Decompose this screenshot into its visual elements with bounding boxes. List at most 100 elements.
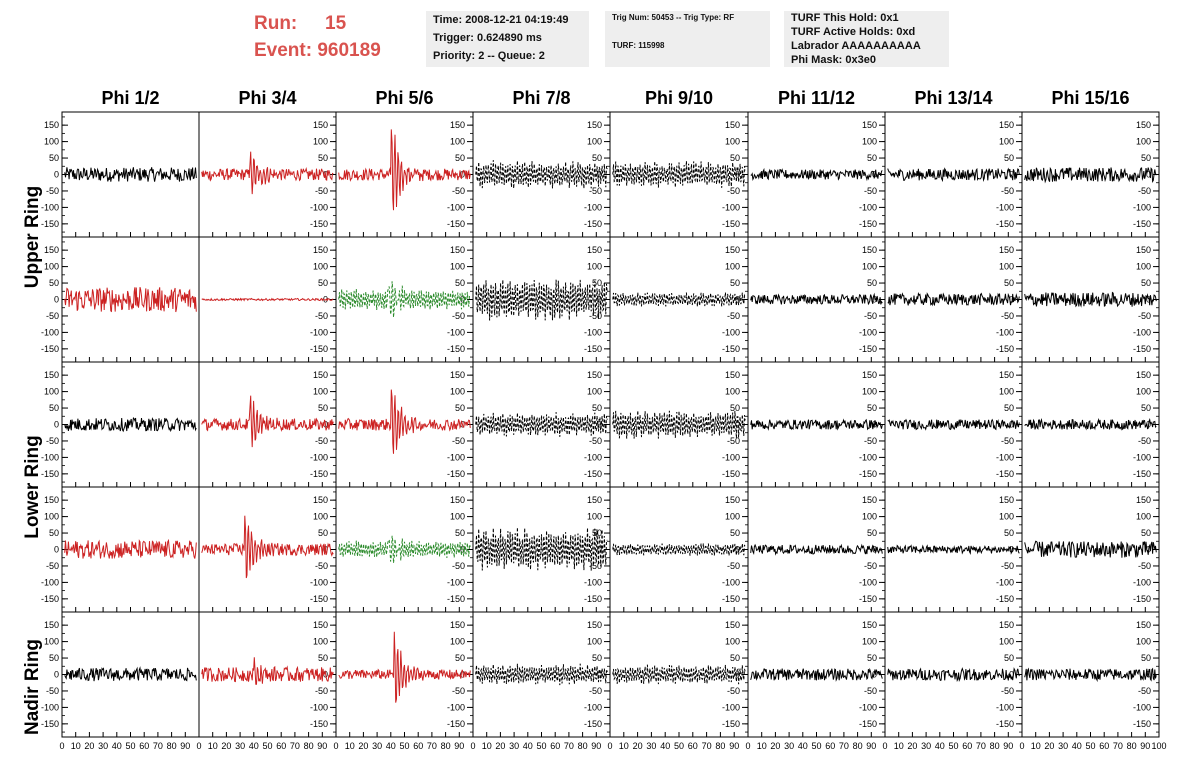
column-title: Phi 13/14 xyxy=(914,88,992,108)
waveform-trace xyxy=(1024,291,1157,308)
y-tick-label: -100 xyxy=(447,452,465,462)
waveform-trace xyxy=(64,538,197,560)
waveform-trace xyxy=(1024,166,1157,184)
y-tick-label: 100 xyxy=(450,387,465,397)
x-tick-label: 90 xyxy=(1140,741,1150,751)
y-tick-label: 100 xyxy=(44,262,59,272)
column-title: Phi 9/10 xyxy=(645,88,713,108)
y-tick-label: -150 xyxy=(584,344,602,354)
x-tick-label: 40 xyxy=(935,741,945,751)
y-tick-label: 150 xyxy=(587,495,602,505)
y-tick-label: 150 xyxy=(1136,495,1151,505)
y-tick-label: -50 xyxy=(589,436,602,446)
y-tick-label: -100 xyxy=(41,327,59,337)
run-label: Run: xyxy=(254,13,298,34)
y-tick-label: -100 xyxy=(310,577,328,587)
y-tick-label: -50 xyxy=(452,561,465,571)
y-tick-label: -150 xyxy=(996,594,1014,604)
x-tick-label: 40 xyxy=(112,741,122,751)
y-tick-label: -50 xyxy=(589,561,602,571)
y-tick-label: 0 xyxy=(1146,170,1151,180)
x-tick-label: 10 xyxy=(1031,741,1041,751)
y-tick-label: 50 xyxy=(730,278,740,288)
x-tick-label: 30 xyxy=(372,741,382,751)
waveform-trace xyxy=(475,412,608,437)
y-tick-label: 100 xyxy=(1136,512,1151,522)
x-tick-label: 20 xyxy=(1044,741,1054,751)
waveform-trace xyxy=(612,160,746,188)
x-tick-label: 10 xyxy=(894,741,904,751)
y-tick-label: 50 xyxy=(867,153,877,163)
y-tick-label: -100 xyxy=(41,452,59,462)
y-tick-label: -100 xyxy=(996,702,1014,712)
y-tick-label: 100 xyxy=(313,262,328,272)
y-tick-label: 100 xyxy=(313,637,328,647)
y-tick-label: 150 xyxy=(1136,245,1151,255)
x-tick-label: 60 xyxy=(962,741,972,751)
y-tick-label: 150 xyxy=(999,245,1014,255)
y-tick-label: 100 xyxy=(44,387,59,397)
y-tick-label: 50 xyxy=(730,153,740,163)
y-tick-label: -50 xyxy=(589,186,602,196)
y-tick-label: 150 xyxy=(725,620,740,630)
y-tick-label: -50 xyxy=(1001,436,1014,446)
y-tick-label: -50 xyxy=(1001,686,1014,696)
y-tick-label: -150 xyxy=(722,469,740,479)
y-tick-label: 150 xyxy=(44,370,59,380)
y-tick-label: 50 xyxy=(1004,403,1014,413)
y-tick-label: -100 xyxy=(584,202,602,212)
y-tick-label: 100 xyxy=(725,137,740,147)
y-tick-label: -50 xyxy=(864,186,877,196)
y-tick-label: 50 xyxy=(592,278,602,288)
x-tick-label: 60 xyxy=(550,741,560,751)
y-tick-label: 0 xyxy=(735,295,740,305)
x-tick-label: 60 xyxy=(688,741,698,751)
waveform-trace xyxy=(64,167,197,182)
y-tick-label: 150 xyxy=(1136,370,1151,380)
y-tick-label: 50 xyxy=(1141,528,1151,538)
y-tick-label: -50 xyxy=(864,561,877,571)
x-tick-label: 80 xyxy=(715,741,725,751)
waveform-trace xyxy=(612,543,746,556)
y-tick-label: 50 xyxy=(867,403,877,413)
waveform-trace xyxy=(887,167,1020,183)
y-tick-label: 100 xyxy=(862,137,877,147)
y-tick-label: -150 xyxy=(41,469,59,479)
y-tick-label: -50 xyxy=(589,311,602,321)
y-tick-label: -50 xyxy=(727,686,740,696)
y-tick-label: -100 xyxy=(996,202,1014,212)
y-tick-label: 100 xyxy=(313,512,328,522)
x-tick-label: 70 xyxy=(839,741,849,751)
y-tick-label: -150 xyxy=(447,469,465,479)
y-tick-label: 100 xyxy=(44,512,59,522)
y-tick-label: 50 xyxy=(1141,403,1151,413)
waveform-trace xyxy=(750,543,883,556)
y-tick-label: 100 xyxy=(587,137,602,147)
y-tick-label: -100 xyxy=(722,577,740,587)
x-tick-label: 0 xyxy=(1019,741,1024,751)
x-tick-label: 70 xyxy=(564,741,574,751)
y-tick-label: 150 xyxy=(313,370,328,380)
x-tick-label: 10 xyxy=(208,741,218,751)
x-tick-label: 30 xyxy=(646,741,656,751)
y-tick-label: 100 xyxy=(587,262,602,272)
x-tick-label: 20 xyxy=(907,741,917,751)
y-tick-label: -100 xyxy=(996,452,1014,462)
y-tick-label: -150 xyxy=(41,219,59,229)
y-tick-label: 0 xyxy=(597,420,602,430)
y-tick-label: -100 xyxy=(584,577,602,587)
y-tick-label: 100 xyxy=(313,137,328,147)
waveform-trace xyxy=(64,417,197,433)
y-tick-label: -100 xyxy=(722,702,740,712)
y-tick-label: 50 xyxy=(867,278,877,288)
y-tick-label: -150 xyxy=(859,344,877,354)
